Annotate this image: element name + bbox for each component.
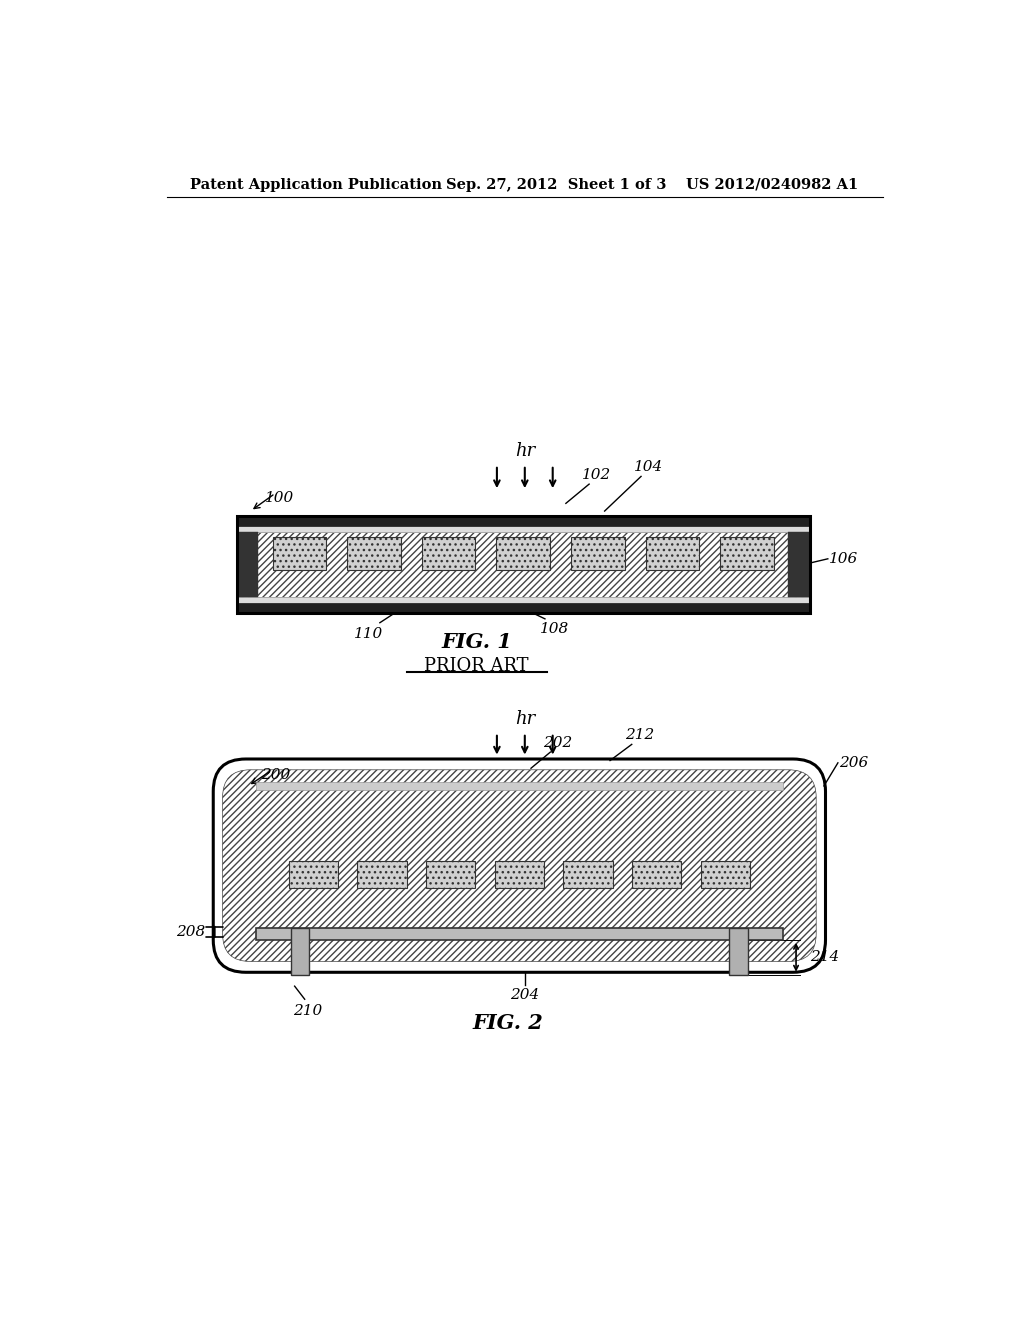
FancyBboxPatch shape: [222, 770, 816, 961]
Bar: [422, 537, 475, 570]
Text: FIG. 2: FIG. 2: [472, 1014, 543, 1034]
Bar: [256, 928, 783, 940]
Text: 202: 202: [544, 735, 572, 750]
Text: 108: 108: [540, 622, 569, 636]
Text: 200: 200: [261, 768, 290, 783]
Text: 102: 102: [583, 467, 611, 482]
Text: hr: hr: [515, 442, 535, 461]
Bar: [497, 537, 550, 570]
Bar: [291, 928, 309, 974]
Text: 208: 208: [176, 925, 206, 939]
Text: FIG. 1: FIG. 1: [441, 632, 512, 652]
Text: 212: 212: [625, 729, 654, 742]
Text: 214: 214: [810, 950, 840, 965]
Text: 104: 104: [634, 461, 664, 474]
Bar: [237, 527, 810, 532]
Text: 204: 204: [510, 989, 540, 1002]
Text: 106: 106: [829, 552, 859, 566]
Bar: [237, 603, 810, 612]
Bar: [237, 597, 810, 603]
Bar: [571, 537, 625, 570]
Bar: [289, 862, 338, 887]
Text: Sep. 27, 2012  Sheet 1 of 3: Sep. 27, 2012 Sheet 1 of 3: [445, 178, 667, 191]
FancyBboxPatch shape: [213, 759, 825, 973]
Bar: [632, 862, 681, 887]
Bar: [347, 537, 400, 570]
Text: Patent Application Publication: Patent Application Publication: [190, 178, 442, 191]
Bar: [788, 532, 810, 598]
Bar: [237, 516, 810, 527]
Text: 206: 206: [840, 756, 868, 770]
Bar: [357, 862, 407, 887]
Bar: [237, 532, 810, 598]
Bar: [720, 537, 774, 570]
Bar: [645, 537, 699, 570]
Bar: [700, 862, 750, 887]
Text: hr: hr: [515, 710, 535, 729]
Text: PRIOR ART: PRIOR ART: [425, 657, 529, 676]
Bar: [495, 862, 544, 887]
Text: 100: 100: [264, 491, 294, 506]
Bar: [426, 862, 475, 887]
Bar: [256, 781, 783, 789]
Text: 110: 110: [353, 627, 383, 640]
Bar: [237, 516, 810, 612]
Bar: [272, 537, 327, 570]
Text: 210: 210: [293, 1003, 323, 1018]
Bar: [237, 532, 258, 598]
Text: US 2012/0240982 A1: US 2012/0240982 A1: [686, 178, 858, 191]
Bar: [563, 862, 612, 887]
Bar: [729, 928, 748, 974]
